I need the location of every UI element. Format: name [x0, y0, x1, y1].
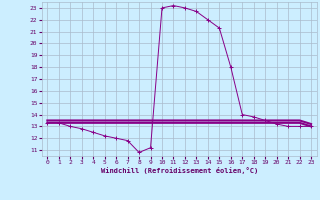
X-axis label: Windchill (Refroidissement éolien,°C): Windchill (Refroidissement éolien,°C) [100, 167, 258, 174]
